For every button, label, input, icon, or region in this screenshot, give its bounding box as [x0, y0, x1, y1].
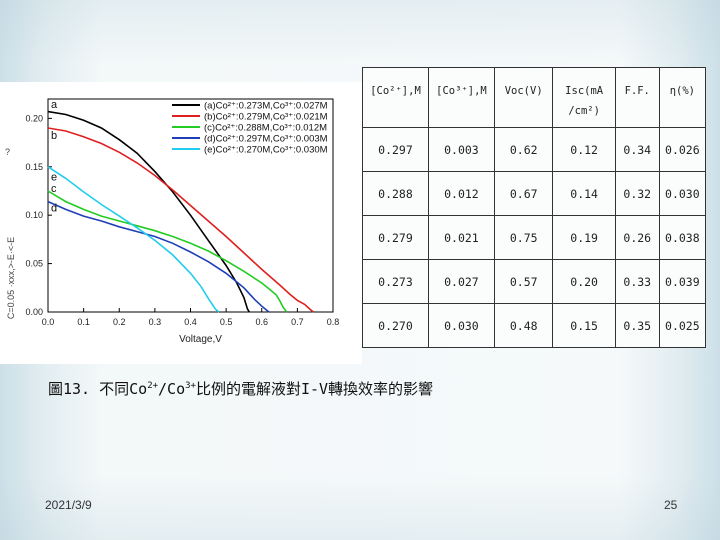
y-axis-title: C=0.05 ·xxx,>‑E·<‑E [6, 237, 16, 319]
x-tick-label: 0.4 [184, 317, 197, 327]
table-row: 0.288 0.012 0.67 0.14 0.32 0.030 [362, 171, 707, 216]
table-cell: 0.021 [427, 215, 495, 260]
curve-label-e: e [51, 171, 57, 183]
table-cell: 0.67 [493, 171, 554, 216]
table-cell: 0.288 [362, 171, 429, 216]
legend-entry-d: (d)Co²⁺:0.297M,Co³⁺:0.003M [204, 134, 328, 145]
legend-entry-a: (a)Co²⁺:0.273M,Co³⁺:0.027M [204, 101, 328, 112]
header-text-line2: /cm²) [568, 105, 600, 117]
table-cell: 0.273 [362, 259, 429, 304]
header-text: F.F. [624, 85, 650, 97]
table-cell: 0.012 [427, 171, 495, 216]
table-cell: 0.35 [614, 303, 660, 348]
table-cell: 0.32 [614, 171, 660, 216]
table-cell: 0.48 [493, 303, 554, 348]
table-cell: 0.030 [658, 171, 707, 216]
table-row: 0.279 0.021 0.75 0.19 0.26 0.038 [362, 215, 707, 260]
table-header-cell: F.F. [614, 67, 660, 128]
y-axis-stray-mark: ? [5, 147, 10, 157]
iv-chart-svg: 0.0 0.1 0.2 0.3 0.4 0.5 0.6 0.7 0.8 0.00 0.05 0.10 0… [5, 98, 340, 345]
x-tick-label: 0.2 [113, 317, 126, 327]
y-tick-label: 0.00 [25, 307, 43, 317]
table-cell: 0.12 [552, 127, 616, 172]
table-row: 0.270 0.030 0.48 0.15 0.35 0.025 [362, 303, 707, 348]
table-cell: 0.279 [362, 215, 429, 260]
table-cell: 0.025 [658, 303, 707, 348]
table-cell: 0.26 [614, 215, 660, 260]
series-line-d [47, 200, 270, 313]
header-text: [Co²⁺],M [370, 85, 421, 97]
curve-label-c: c [51, 183, 57, 195]
table-cell: 0.75 [493, 215, 554, 260]
legend-entry-c: (c)Co²⁺:0.288M,Co³⁺:0.012M [204, 123, 327, 134]
curve-label-b: b [51, 130, 57, 142]
table-row: 0.273 0.027 0.57 0.20 0.33 0.039 [362, 259, 707, 304]
table-cell: 0.14 [552, 171, 616, 216]
table-header-cell: Isc(mA/cm²) [552, 67, 616, 128]
table-header-cell: η(%) [658, 67, 707, 128]
table-cell: 0.030 [427, 303, 495, 348]
table-cell: 0.15 [552, 303, 616, 348]
footer-date: 2021/3/9 [45, 498, 92, 512]
table-cell: 0.039 [658, 259, 707, 304]
table-cell: 0.34 [614, 127, 660, 172]
table-cell: 0.20 [552, 259, 616, 304]
x-tick-label: 0.1 [77, 317, 90, 327]
header-text: Voc(V) [504, 85, 543, 97]
table-header-row: [Co²⁺],M [Co³⁺],M Voc(V) Isc(mA/cm²) F.F… [362, 67, 707, 128]
series-line-a [47, 110, 250, 313]
y-tick-label: 0.15 [25, 162, 43, 172]
y-tick-label: 0.10 [25, 210, 43, 220]
table-cell: 0.026 [658, 127, 707, 172]
series-line-e [47, 166, 220, 313]
table-cell: 0.027 [427, 259, 495, 304]
table-cell: 0.33 [614, 259, 660, 304]
x-tick-label: 0.3 [149, 317, 162, 327]
table-cell: 0.297 [362, 127, 429, 172]
series-line-c [47, 190, 288, 313]
x-tick-label: 0.6 [255, 317, 268, 327]
legend-entry-b: (b)Co²⁺:0.279M,Co³⁺:0.021M [204, 112, 328, 123]
x-tick-label: 0.5 [220, 317, 233, 327]
x-axis-title: Voltage,V [179, 334, 222, 345]
x-tick-label: 0.0 [42, 317, 55, 327]
header-text: Isc(mA [565, 85, 604, 97]
caption-mid: /Co [158, 380, 186, 398]
curve-label-a: a [51, 99, 58, 111]
table-header-cell: Voc(V) [493, 67, 554, 128]
x-tick-label: 0.8 [327, 317, 340, 327]
curve-label-d: d [51, 202, 57, 214]
caption-sup-1: 2+ [147, 381, 159, 391]
legend-entry-e: (e)Co²⁺:0.270M,Co³⁺:0.030M [204, 145, 328, 156]
caption-prefix: 圖13. 不同Co [48, 380, 148, 398]
y-tick-label: 0.05 [25, 259, 43, 269]
series-line-b [47, 127, 314, 313]
iv-chart: 0.0 0.1 0.2 0.3 0.4 0.5 0.6 0.7 0.8 0.00 0.05 0.10 0… [0, 82, 362, 364]
results-table: [Co²⁺],M [Co³⁺],M Voc(V) Isc(mA/cm²) F.F… [362, 67, 707, 348]
table-cell: 0.270 [362, 303, 429, 348]
table-header-cell: [Co²⁺],M [362, 67, 429, 128]
table-cell: 0.57 [493, 259, 554, 304]
caption-sup-2: 3+ [185, 381, 196, 391]
table-cell: 0.62 [493, 127, 554, 172]
caption-suffix: 比例的電解液對I-V轉換效率的影響 [195, 380, 434, 398]
header-text: [Co³⁺],M [436, 85, 487, 97]
table-cell: 0.038 [658, 215, 707, 260]
table-cell: 0.003 [427, 127, 495, 172]
header-text: η(%) [669, 85, 695, 97]
table-row: 0.297 0.003 0.62 0.12 0.34 0.026 [362, 127, 707, 172]
table-cell: 0.19 [552, 215, 616, 260]
page-number: 25 [664, 498, 678, 512]
table-header-cell: [Co³⁺],M [427, 67, 495, 128]
figure-caption: 圖13. 不同Co2+/Co3+比例的電解液對I-V轉換效率的影響 [48, 378, 433, 399]
x-tick-label: 0.7 [291, 317, 304, 327]
y-tick-label: 0.20 [25, 113, 43, 123]
